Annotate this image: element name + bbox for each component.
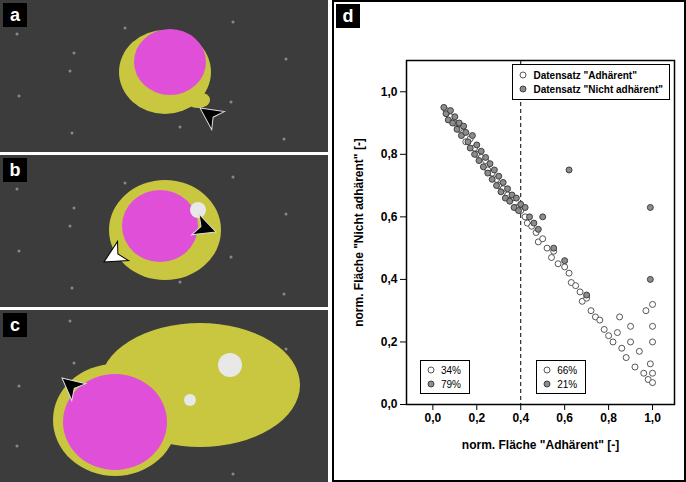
- svg-text:0,6: 0,6: [381, 210, 398, 224]
- html-text:21%: 21%: [557, 378, 578, 390]
- html-text:b: b: [9, 160, 21, 180]
- svg-text:1,0: 1,0: [381, 85, 398, 99]
- html-text:Datensatz "Adhärent": Datensatz "Adhärent": [533, 69, 637, 81]
- svg-text:norm. Fläche "Adhärent" [-]: norm. Fläche "Adhärent" [-]: [462, 438, 619, 452]
- svg-text:0,0: 0,0: [381, 397, 398, 411]
- html-text:79%: 79%: [441, 378, 461, 390]
- html-text:c: c: [10, 315, 20, 335]
- svg-text:0,6: 0,6: [556, 411, 573, 425]
- html-text:a: a: [10, 5, 20, 25]
- svg-text:0,8: 0,8: [600, 411, 617, 425]
- html-text:66%: 66%: [557, 364, 578, 376]
- html-text:Datensatz "Nicht adhärent": Datensatz "Nicht adhärent": [533, 83, 663, 95]
- svg-text:0,4: 0,4: [512, 411, 529, 425]
- svg-text:0,0: 0,0: [425, 411, 442, 425]
- svg-text:0,2: 0,2: [381, 335, 398, 349]
- svg-text:1,0: 1,0: [644, 411, 661, 425]
- svg-text:0,4: 0,4: [381, 272, 398, 286]
- svg-text:0,2: 0,2: [468, 411, 485, 425]
- html-text:34%: 34%: [441, 364, 461, 376]
- svg-text:norm. Fläche "Nicht adhärent": norm. Fläche "Nicht adhärent" [-]: [352, 138, 366, 327]
- html-text:d: d: [342, 6, 354, 26]
- svg-text:0,8: 0,8: [381, 147, 398, 161]
